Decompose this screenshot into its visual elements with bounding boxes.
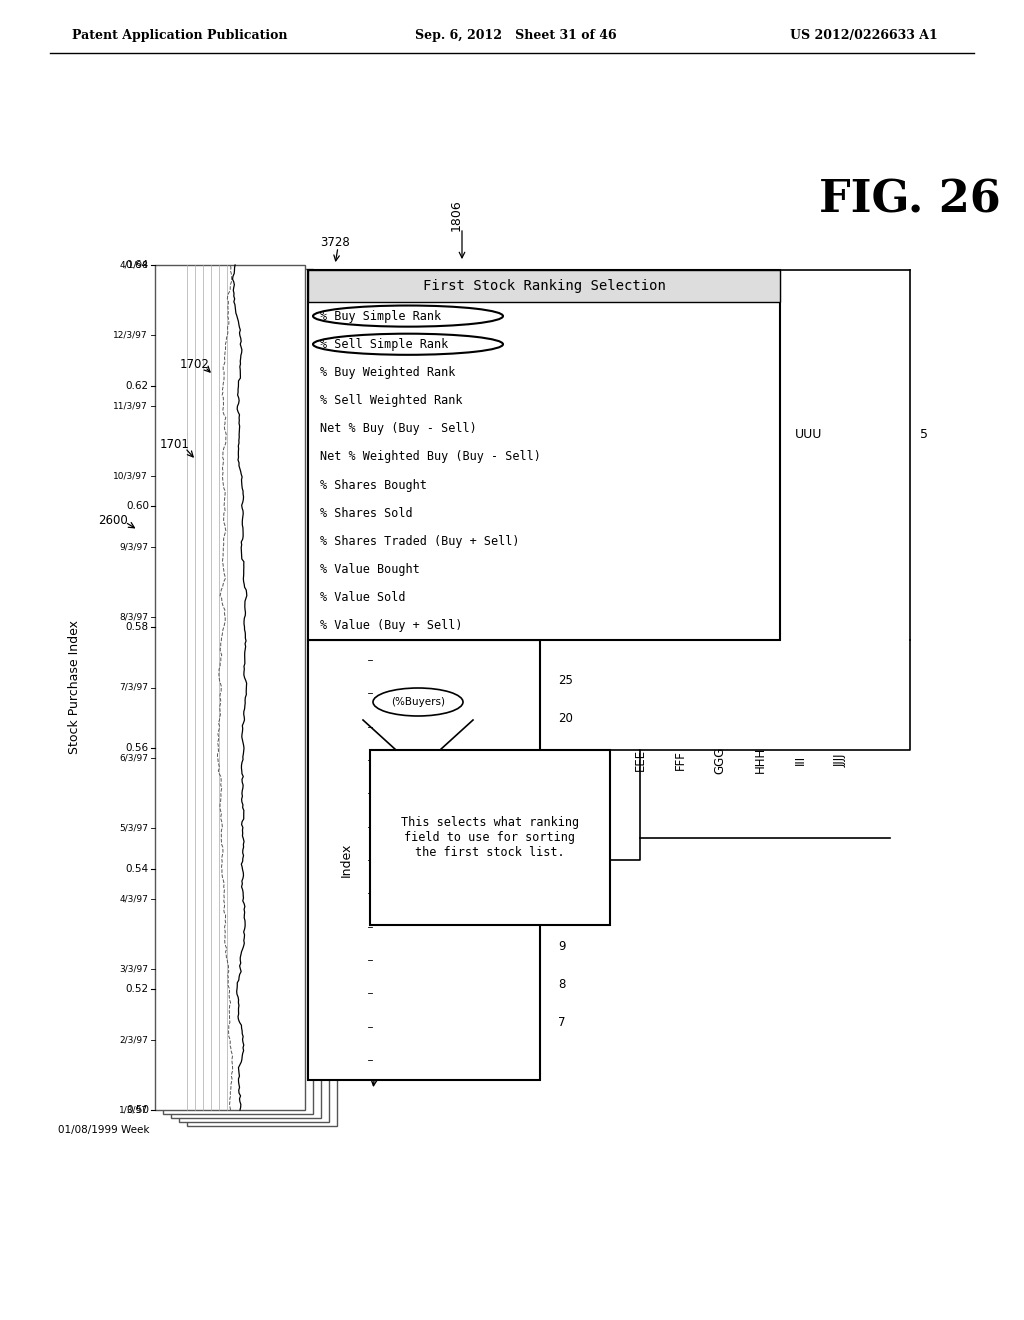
Text: Index: Index bbox=[340, 842, 352, 878]
Ellipse shape bbox=[373, 688, 463, 715]
Text: 0.56: 0.56 bbox=[126, 743, 150, 752]
Text: 1804: 1804 bbox=[403, 615, 435, 628]
Bar bbox=[179, 277, 329, 1122]
Text: US 2012/0226633 A1: US 2012/0226633 A1 bbox=[790, 29, 938, 41]
Text: Sep. 6, 2012   Sheet 31 of 46: Sep. 6, 2012 Sheet 31 of 46 bbox=[415, 29, 616, 41]
Text: 25: 25 bbox=[558, 673, 572, 686]
Text: (%Buyers): (%Buyers) bbox=[391, 697, 445, 708]
Bar bbox=[308, 271, 780, 640]
Text: 7: 7 bbox=[558, 1015, 565, 1028]
Text: 8/3/97: 8/3/97 bbox=[375, 822, 404, 832]
Text: 0.60: 0.60 bbox=[126, 502, 150, 511]
Text: % Buy Weighted Rank: % Buy Weighted Rank bbox=[319, 366, 456, 379]
Bar bbox=[163, 269, 313, 1114]
Text: 12/3/97: 12/3/97 bbox=[375, 689, 410, 698]
Text: % Sell Weighted Rank: % Sell Weighted Rank bbox=[319, 395, 463, 407]
Text: 4/1/98: 4/1/98 bbox=[375, 656, 403, 664]
Text: % Shares Sold: % Shares Sold bbox=[319, 507, 413, 520]
Text: 9: 9 bbox=[558, 940, 565, 953]
Text: 0.58: 0.58 bbox=[126, 622, 150, 632]
Bar bbox=[308, 640, 540, 1080]
Text: 1701: 1701 bbox=[160, 438, 189, 451]
Bar bbox=[171, 273, 321, 1118]
Text: 0.52: 0.52 bbox=[126, 985, 150, 994]
Text: 5/3/97: 5/3/97 bbox=[375, 923, 404, 931]
Text: 0.50: 0.50 bbox=[126, 1105, 150, 1115]
Text: First Stock Ranking Selection: First Stock Ranking Selection bbox=[423, 279, 666, 293]
Text: % Buy Simple Rank: % Buy Simple Rank bbox=[319, 310, 441, 322]
Text: GGG: GGG bbox=[714, 746, 726, 774]
Text: 0.62: 0.62 bbox=[126, 380, 150, 391]
Text: 3728: 3728 bbox=[319, 235, 350, 248]
Text: 54.8: 54.8 bbox=[316, 710, 341, 719]
Ellipse shape bbox=[313, 305, 503, 326]
Bar bbox=[308, 271, 780, 302]
Text: 4/3/97: 4/3/97 bbox=[119, 894, 148, 903]
Text: 6/3/97: 6/3/97 bbox=[375, 888, 404, 898]
Text: 4/3/97: 4/3/97 bbox=[375, 956, 403, 965]
Text: 10/3/97: 10/3/97 bbox=[114, 471, 148, 480]
Text: 1702: 1702 bbox=[180, 359, 210, 371]
Text: JJJJ: JJJJ bbox=[834, 754, 847, 767]
Text: % Value (Buy + Sell): % Value (Buy + Sell) bbox=[319, 619, 463, 632]
Text: 6/3/97: 6/3/97 bbox=[119, 754, 148, 763]
Text: III: III bbox=[794, 755, 807, 766]
Text: % Shares Bought: % Shares Bought bbox=[319, 479, 427, 491]
Text: 11/3/97: 11/3/97 bbox=[114, 401, 148, 411]
Text: HHH: HHH bbox=[754, 747, 767, 774]
Text: 9/3/97: 9/3/97 bbox=[375, 789, 404, 797]
Text: FIG. 26: FIG. 26 bbox=[819, 178, 1000, 222]
Text: 2/3/97: 2/3/97 bbox=[119, 1035, 148, 1044]
Bar bbox=[187, 281, 337, 1126]
Text: 5/3/97: 5/3/97 bbox=[119, 824, 148, 833]
Text: 01/08/1999 Week: 01/08/1999 Week bbox=[57, 1125, 150, 1135]
Text: EEE: EEE bbox=[634, 748, 646, 771]
Text: Net % Buy (Buy - Sell): Net % Buy (Buy - Sell) bbox=[319, 422, 477, 436]
Text: 5: 5 bbox=[920, 429, 928, 441]
Text: 7/3/97: 7/3/97 bbox=[119, 682, 148, 692]
Text: Stock Purchase Index: Stock Purchase Index bbox=[69, 620, 82, 755]
Text: 17: 17 bbox=[558, 750, 573, 763]
Text: Patent Application Publication: Patent Application Publication bbox=[72, 29, 288, 41]
Text: 1806: 1806 bbox=[450, 199, 463, 231]
Text: 4/1/98: 4/1/98 bbox=[119, 260, 148, 269]
Text: 8: 8 bbox=[558, 978, 565, 990]
Text: 8/3/97: 8/3/97 bbox=[119, 612, 148, 622]
Text: 20: 20 bbox=[558, 711, 572, 725]
Text: 2/3/97: 2/3/97 bbox=[375, 1022, 403, 1031]
Text: 1802: 1802 bbox=[474, 953, 506, 966]
Text: 0.64: 0.64 bbox=[126, 260, 150, 271]
Text: 11/3/97: 11/3/97 bbox=[375, 722, 410, 731]
Text: 13: 13 bbox=[558, 825, 572, 838]
Text: FFF: FFF bbox=[674, 750, 686, 770]
Bar bbox=[155, 265, 305, 1110]
Text: % Value Bought: % Value Bought bbox=[319, 564, 420, 576]
Text: UUU: UUU bbox=[795, 429, 822, 441]
Text: 0.54: 0.54 bbox=[126, 863, 150, 874]
Text: % Value Sold: % Value Sold bbox=[319, 591, 406, 605]
Text: Net % Weighted Buy (Buy - Sell): Net % Weighted Buy (Buy - Sell) bbox=[319, 450, 541, 463]
Bar bbox=[370, 750, 610, 925]
Text: 12: 12 bbox=[558, 863, 573, 876]
Text: 1/3/97: 1/3/97 bbox=[119, 1106, 148, 1114]
Text: 7/3/97: 7/3/97 bbox=[375, 855, 404, 865]
Text: 10: 10 bbox=[558, 902, 572, 915]
Text: This selects what ranking
field to use for sorting
the first stock list.: This selects what ranking field to use f… bbox=[401, 816, 579, 859]
Text: 12/3/97: 12/3/97 bbox=[114, 331, 148, 341]
Ellipse shape bbox=[313, 334, 503, 355]
Text: 15: 15 bbox=[558, 788, 572, 800]
Text: 10/3/97: 10/3/97 bbox=[375, 755, 410, 764]
Text: 2600: 2600 bbox=[98, 513, 128, 527]
Text: 1/3/97: 1/3/97 bbox=[375, 1056, 404, 1064]
Text: % Sell Simple Rank: % Sell Simple Rank bbox=[319, 338, 449, 351]
Text: 3/3/97: 3/3/97 bbox=[119, 965, 148, 974]
Text: % Shares Traded (Buy + Sell): % Shares Traded (Buy + Sell) bbox=[319, 535, 519, 548]
Text: 3/3/97: 3/3/97 bbox=[375, 989, 404, 998]
Text: 54.4: 54.4 bbox=[316, 690, 341, 700]
Text: 01/08/1999 Week: 01/08/1999 Week bbox=[375, 1067, 467, 1077]
Text: 9/3/97: 9/3/97 bbox=[119, 543, 148, 552]
